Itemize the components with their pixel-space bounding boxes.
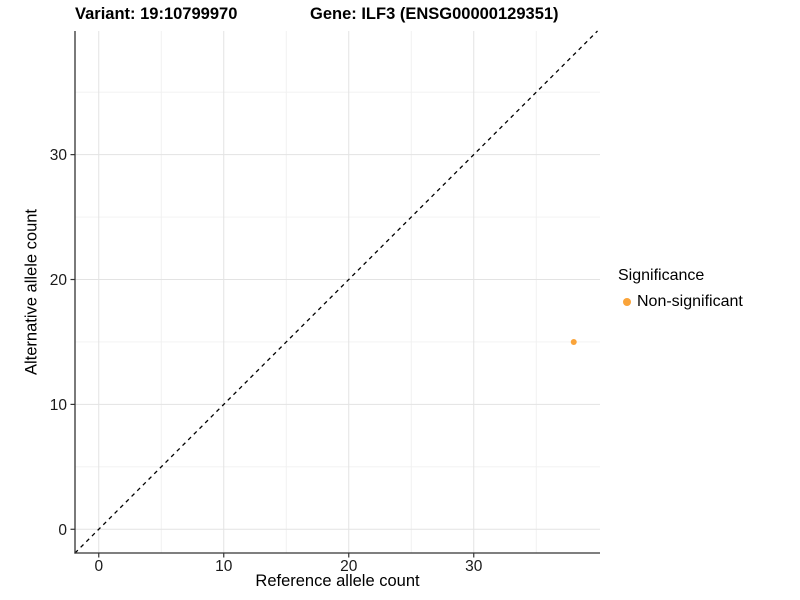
minor-gridlines bbox=[75, 31, 600, 553]
legend-title: Significance bbox=[618, 267, 705, 284]
x-tick-label: 30 bbox=[465, 558, 483, 575]
identity-line bbox=[74, 30, 598, 554]
x-axis-title: Reference allele count bbox=[255, 572, 420, 590]
legend-item-label: Non-significant bbox=[637, 293, 743, 310]
y-tick-label: 30 bbox=[50, 147, 68, 164]
data-points bbox=[570, 338, 577, 345]
axis-lines bbox=[74, 31, 600, 554]
x-tick-labels: 0 10 20 30 bbox=[94, 558, 482, 575]
legend-item-non-significant: Non-significant bbox=[615, 292, 743, 311]
y-tick-labels: 0 10 20 30 bbox=[50, 147, 68, 539]
major-gridlines bbox=[75, 31, 600, 553]
y-tick-label: 0 bbox=[58, 522, 67, 539]
legend-point-icon bbox=[623, 297, 631, 306]
legend: Significance Non-significant bbox=[615, 266, 743, 311]
x-tick-label: 0 bbox=[94, 558, 103, 575]
x-tick-label: 20 bbox=[340, 558, 358, 575]
data-point bbox=[570, 338, 577, 345]
plot-title-variant: Variant: 19:10799970 bbox=[75, 5, 238, 23]
y-axis-title: Alternative allele count bbox=[22, 208, 41, 376]
plot-title-gene: Gene: ILF3 (ENSG00000129351) bbox=[310, 5, 559, 23]
x-tick-label: 10 bbox=[215, 558, 233, 575]
y-tick-label: 10 bbox=[50, 397, 68, 414]
tick-marks bbox=[70, 154, 475, 558]
y-tick-label: 20 bbox=[50, 272, 68, 289]
